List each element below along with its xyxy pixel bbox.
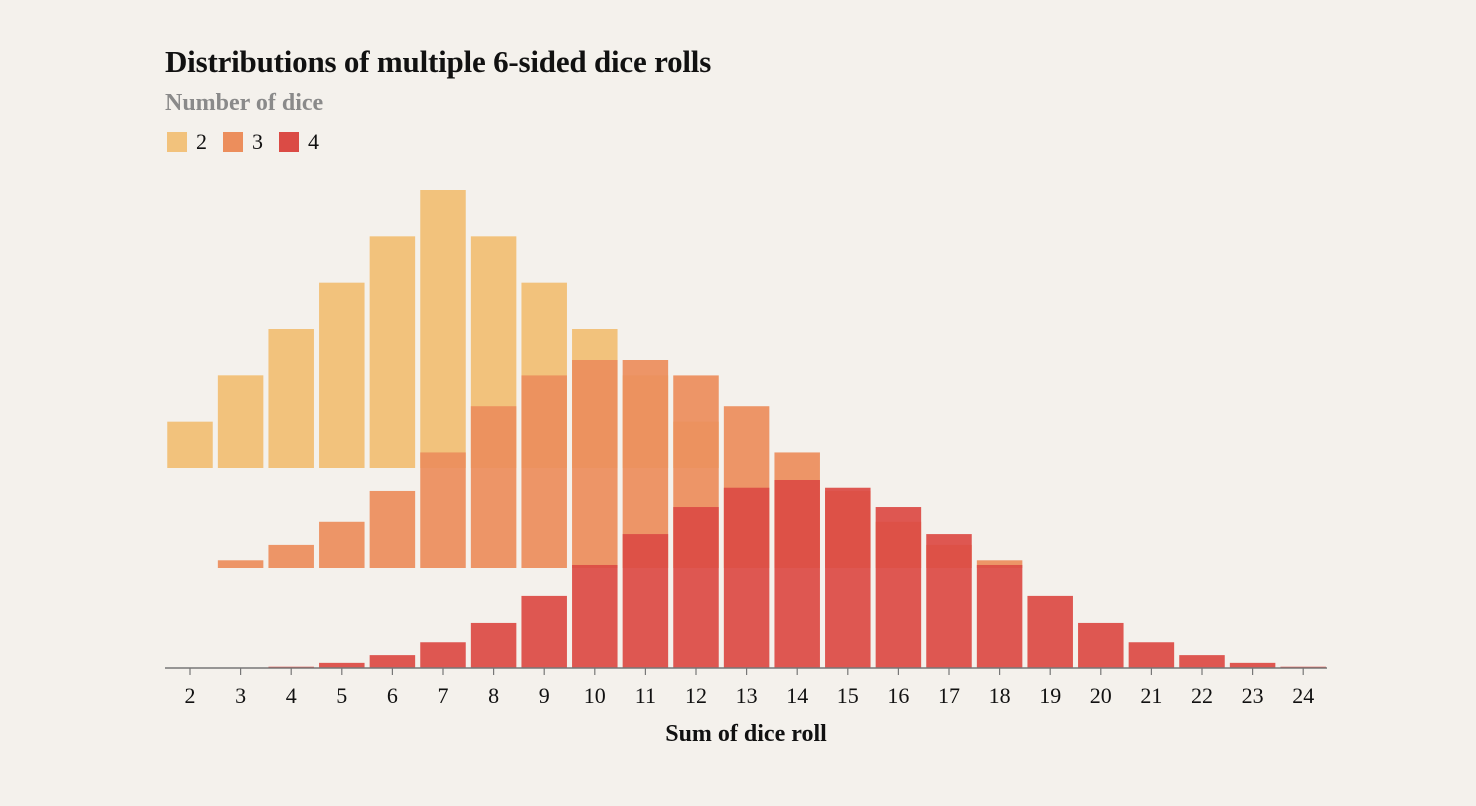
bar-2-dice-sum-7	[420, 190, 466, 468]
legend: 2 3 4	[167, 129, 335, 155]
x-tick-label-23: 23	[1242, 683, 1264, 708]
legend-label-4: 4	[308, 129, 319, 154]
x-tick-label-11: 11	[635, 683, 656, 708]
x-tick-label-9: 9	[539, 683, 550, 708]
bar-3-dice-sum-9	[521, 375, 567, 568]
x-tick-label-10: 10	[584, 683, 606, 708]
bar-3-dice-sum-4	[268, 544, 314, 568]
bar-3-dice-sum-7	[420, 452, 466, 568]
legend-label-3: 3	[252, 129, 263, 154]
bar-4-dice-sum-16	[875, 507, 922, 668]
bar-4-dice-sum-10	[572, 564, 618, 668]
legend-label-2: 2	[196, 129, 207, 154]
bar-3-dice-sum-8	[470, 406, 517, 568]
bar-3-dice-sum-18	[976, 560, 1023, 568]
bar-2-dice-sum-3	[217, 375, 264, 468]
legend-item-3: 3	[223, 129, 263, 155]
bar-4-dice-sum-5	[319, 662, 365, 668]
x-tick-label-21: 21	[1140, 683, 1162, 708]
x-tick-label-4: 4	[286, 683, 297, 708]
x-tick-label-8: 8	[488, 683, 499, 708]
series-4-bars	[268, 480, 1326, 668]
bar-4-dice-sum-6	[369, 655, 416, 668]
bar-4-dice-sum-23	[1229, 662, 1276, 668]
bar-3-dice-sum-5	[319, 521, 365, 568]
bar-4-dice-sum-20	[1078, 622, 1124, 668]
legend-item-4: 4	[279, 129, 319, 155]
x-tick-label-14: 14	[786, 683, 808, 708]
bar-4-dice-sum-15	[825, 487, 871, 668]
x-tick-label-2: 2	[185, 683, 196, 708]
legend-swatch-3	[223, 132, 243, 152]
x-tick-label-6: 6	[387, 683, 398, 708]
x-tick-label-16: 16	[887, 683, 909, 708]
bar-4-dice-sum-18	[976, 564, 1023, 668]
x-tick-label-12: 12	[685, 683, 707, 708]
bar-3-dice-sum-11	[622, 360, 669, 568]
x-tick-label-5: 5	[336, 683, 347, 708]
bar-4-dice-sum-7	[420, 642, 466, 668]
x-tick-label-7: 7	[438, 683, 449, 708]
bar-3-dice-sum-3	[217, 560, 264, 568]
bar-3-dice-sum-6	[369, 490, 416, 568]
x-tick-label-18: 18	[989, 683, 1011, 708]
x-tick-label-3: 3	[235, 683, 246, 708]
x-tick-label-20: 20	[1090, 683, 1112, 708]
bar-4-dice-sum-14	[774, 480, 820, 668]
bar-4-dice-sum-8	[470, 622, 517, 668]
legend-swatch-4	[279, 132, 299, 152]
x-tick-label-22: 22	[1191, 683, 1213, 708]
bar-4-dice-sum-19	[1027, 595, 1073, 668]
x-tick-label-15: 15	[837, 683, 859, 708]
legend-item-2: 2	[167, 129, 207, 155]
x-tick-label-24: 24	[1292, 683, 1314, 708]
x-tick-label-17: 17	[938, 683, 960, 708]
bar-4-dice-sum-11	[622, 534, 669, 668]
bar-4-dice-sum-13	[723, 487, 770, 668]
x-tick-label-19: 19	[1039, 683, 1061, 708]
bar-3-dice-sum-10	[572, 360, 618, 568]
x-tick-label-13: 13	[736, 683, 758, 708]
bar-4-dice-sum-17	[926, 534, 972, 668]
bar-2-dice-sum-2	[167, 421, 213, 468]
legend-swatch-2	[167, 132, 187, 152]
bar-4-dice-sum-12	[673, 507, 719, 668]
chart-title: Distributions of multiple 6-sided dice r…	[165, 44, 712, 79]
bars-group	[167, 190, 1326, 668]
bar-2-dice-sum-4	[268, 329, 314, 468]
x-axis: 2 3 4 5 6 7 8 9 10 11 12 13 14 15 16 17 18 19 20 21 22 23 24	[165, 667, 1327, 708]
bar-4-dice-sum-22	[1179, 655, 1225, 668]
bar-4-dice-sum-9	[521, 595, 567, 668]
bar-2-dice-sum-6	[369, 236, 416, 468]
legend-title: Number of dice	[165, 90, 324, 116]
bar-2-dice-sum-5	[319, 282, 365, 468]
bar-4-dice-sum-21	[1128, 642, 1175, 668]
x-axis-title: Sum of dice roll	[665, 721, 827, 747]
